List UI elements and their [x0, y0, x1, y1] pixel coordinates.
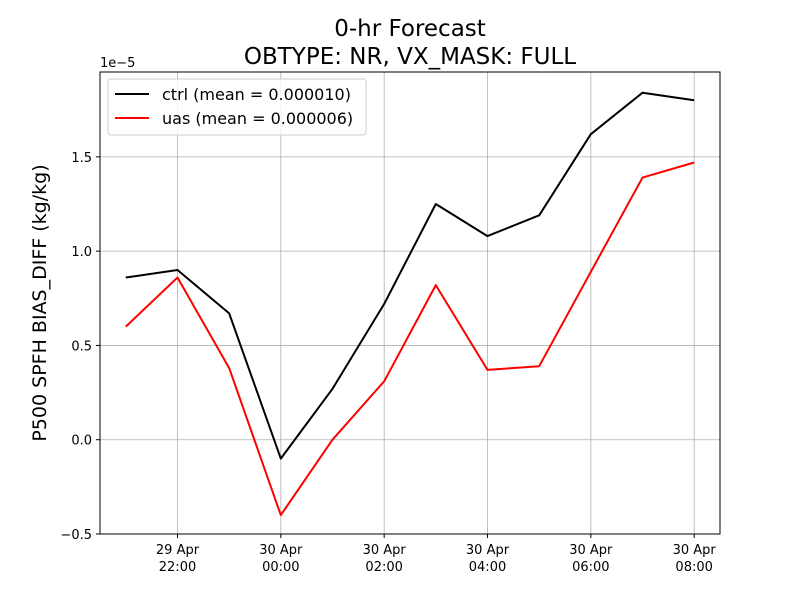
series-line-uas	[125, 161, 695, 517]
x-tick-label-date: 29 Apr	[156, 543, 200, 558]
x-tick-label-date: 30 Apr	[259, 543, 303, 558]
series-line-ctrl	[125, 91, 695, 460]
x-tick-label-time: 08:00	[675, 560, 712, 575]
y-tick-label: −0.5	[60, 528, 92, 543]
legend: ctrl (mean = 0.000010) uas (mean = 0.000…	[107, 78, 367, 136]
x-tick-label-date: 30 Apr	[673, 543, 717, 558]
chart-title: 0-hr Forecast	[334, 16, 486, 42]
plot-area-frame	[99, 71, 721, 535]
y-offset-label: 1e−5	[100, 56, 135, 71]
y-axis-label: P500 SPFH BIAS_DIFF (kg/kg)	[29, 164, 51, 441]
legend-label-uas: uas (mean = 0.000006)	[162, 109, 353, 128]
x-tick-label-time: 02:00	[365, 560, 402, 575]
x-tick-label-time: 00:00	[262, 560, 299, 575]
x-axis-ticks: 29 Apr 22:00 30 Apr 00:00 30 Apr 02:00 30 Apr 0…	[156, 534, 716, 575]
legend-box	[107, 78, 367, 136]
series-lines	[125, 91, 695, 517]
y-tick-label: 1.5	[71, 151, 92, 166]
y-axis-ticks: −0.5 0.0 0.5 1.0 1.5	[60, 151, 100, 543]
y-tick-label: 0.5	[71, 339, 92, 354]
chart-subtitle: OBTYPE: NR, VX_MASK: FULL	[244, 44, 576, 70]
x-tick-label-date: 30 Apr	[569, 543, 613, 558]
x-tick-label-date: 30 Apr	[466, 543, 510, 558]
y-tick-label: 0.0	[71, 434, 92, 449]
y-tick-label: 1.0	[71, 245, 92, 260]
legend-label-ctrl: ctrl (mean = 0.000010)	[162, 85, 351, 104]
x-tick-label-date: 30 Apr	[363, 543, 407, 558]
x-tick-label-time: 22:00	[159, 560, 196, 575]
x-tick-label-time: 06:00	[572, 560, 609, 575]
x-tick-label-time: 04:00	[469, 560, 506, 575]
grid	[100, 72, 720, 535]
